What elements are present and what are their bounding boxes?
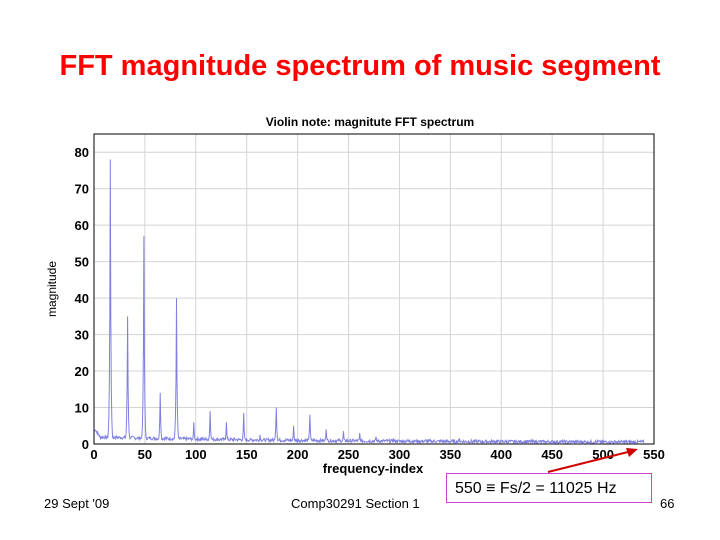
x-tick-label: 400 (490, 447, 512, 462)
slide-title: FFT magnitude spectrum of music segment (59, 50, 661, 82)
plot-area (93, 133, 655, 445)
axis-ticks: 0 50 100 150 200 250 300 350 400 450 500 550 0 10 20 30… (75, 145, 665, 462)
x-tick-label: 0 (90, 447, 97, 462)
nyquist-note: 550 ≡ Fs/2 = 11025 Hz (446, 473, 652, 503)
x-axis-label: frequency-index (323, 461, 424, 476)
x-tick-label: 200 (287, 447, 309, 462)
x-tick-label: 450 (541, 447, 563, 462)
y-tick-label: 70 (75, 182, 89, 197)
y-axis-label: magnitude (45, 261, 59, 317)
x-tick-label: 500 (592, 447, 614, 462)
y-tick-label: 30 (75, 328, 89, 343)
x-tick-label: 300 (389, 447, 411, 462)
x-tick-label: 350 (440, 447, 462, 462)
footer-course: Comp30291 Section 1 (291, 496, 420, 511)
y-tick-label: 20 (75, 364, 89, 379)
page-number: 66 (660, 496, 675, 511)
x-tick-label: 550 (643, 447, 665, 462)
y-tick-label: 40 (75, 291, 89, 306)
y-tick-label: 50 (75, 255, 89, 270)
y-tick-label: 60 (75, 218, 89, 233)
x-tick-label: 50 (138, 447, 152, 462)
y-tick-label: 0 (82, 437, 89, 452)
footer-date: 29 Sept '09 (44, 496, 110, 511)
x-tick-label: 250 (338, 447, 360, 462)
x-tick-label: 100 (185, 447, 207, 462)
chart-grid (93, 134, 655, 445)
x-tick-label: 150 (236, 447, 258, 462)
arrow-to-nyquist (547, 448, 638, 473)
y-tick-label: 10 (75, 401, 89, 416)
chart-title: Violin note: magnitute FFT spectrum (266, 115, 474, 129)
series-line-magnitude (93, 159, 645, 446)
y-tick-label: 80 (75, 145, 89, 160)
